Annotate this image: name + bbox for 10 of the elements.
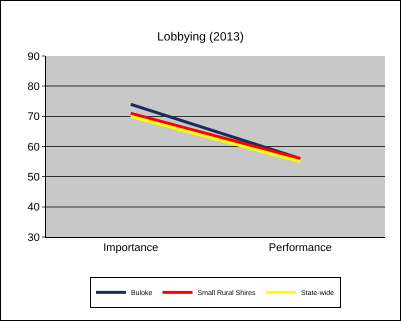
y-tick-label: 60	[28, 141, 40, 154]
y-tick-label: 50	[28, 172, 40, 184]
y-tick-label: 80	[28, 81, 40, 94]
x-tick-label: Importance	[103, 242, 158, 254]
y-tick-label: 40	[28, 202, 40, 214]
y-tick-label: 90	[28, 50, 40, 63]
y-tick-label: 70	[28, 111, 40, 124]
x-tick-label: Performance	[268, 242, 332, 254]
chart-title: Lobbying (2013)	[157, 29, 244, 44]
y-tick-label: 30	[28, 232, 40, 244]
